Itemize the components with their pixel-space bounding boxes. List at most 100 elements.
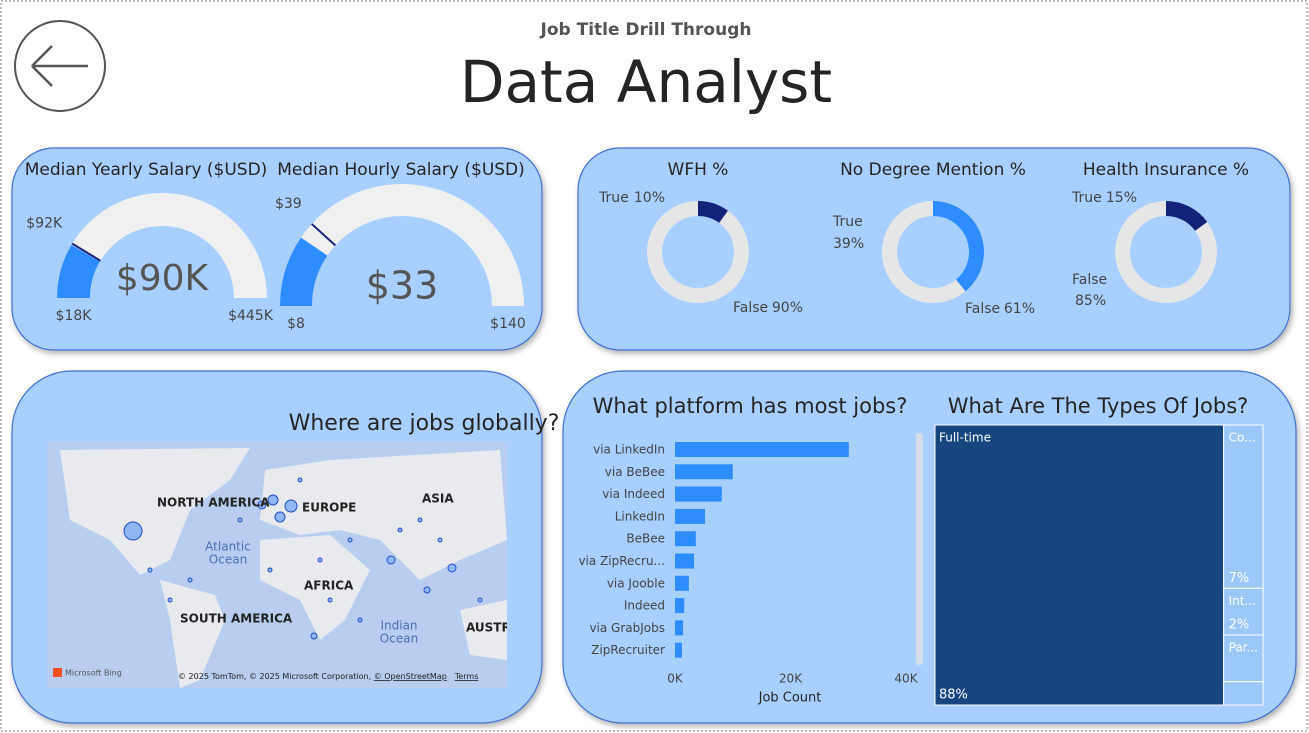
title: Data Analyst bbox=[460, 48, 832, 116]
donut-slice bbox=[882, 201, 966, 303]
donut-title: WFH % bbox=[668, 160, 729, 180]
map-bubble bbox=[310, 632, 318, 640]
donut-label: False bbox=[965, 301, 1000, 317]
donut-label: True bbox=[832, 214, 863, 230]
donut-label: 15% bbox=[1106, 190, 1137, 206]
treemap-label: Full-time bbox=[939, 431, 991, 445]
donut-label: False bbox=[733, 300, 768, 316]
subtitle: Job Title Drill Through bbox=[540, 20, 752, 40]
map-attribution: © 2025 TomTom, © 2025 Microsoft Corporat… bbox=[178, 672, 478, 681]
bar bbox=[675, 620, 684, 636]
map-logo: Microsoft Bing bbox=[65, 669, 122, 678]
x-axis-label: Job Count bbox=[758, 691, 822, 706]
back-button[interactable] bbox=[14, 20, 106, 112]
gauge-fill bbox=[280, 237, 328, 306]
map-label: SOUTH AMERICA bbox=[180, 612, 293, 626]
x-tick-label: 20K bbox=[779, 672, 803, 686]
donut-label: 39% bbox=[833, 236, 864, 252]
donut-slice bbox=[698, 201, 728, 223]
map-attribution-part[interactable]: Terms bbox=[454, 672, 479, 681]
donut-title: No Degree Mention % bbox=[840, 160, 1026, 180]
gauge-value: $33 bbox=[366, 264, 439, 308]
map-attribution-part[interactable]: © OpenStreetMap bbox=[374, 672, 447, 681]
map-bubble bbox=[317, 557, 323, 563]
treemap-label: Int... bbox=[1229, 594, 1256, 608]
donut-slice bbox=[933, 201, 985, 292]
gauge-min: $8 bbox=[287, 316, 305, 332]
bar-label: via Indeed bbox=[602, 487, 665, 501]
land bbox=[260, 535, 370, 640]
bar bbox=[675, 464, 733, 480]
map-bubble bbox=[274, 511, 286, 523]
map-attribution-part: © 2025 TomTom, © 2025 Microsoft Corporat… bbox=[178, 672, 374, 681]
bar-title: What platform has most jobs? bbox=[593, 394, 908, 418]
land bbox=[160, 580, 225, 688]
gauge-min: $18K bbox=[56, 308, 93, 324]
map-label: Ocean bbox=[380, 632, 418, 646]
treemap-cell bbox=[1223, 424, 1264, 589]
map-bubble bbox=[187, 577, 193, 583]
treemap-label: Co... bbox=[1229, 431, 1256, 445]
gauge-value: $90K bbox=[116, 258, 210, 299]
gauge-track bbox=[280, 184, 524, 306]
donut-label: True bbox=[1071, 190, 1102, 206]
x-tick-label: 0K bbox=[667, 672, 684, 686]
bar bbox=[675, 553, 695, 569]
map-bubble bbox=[267, 494, 279, 506]
map-bubble bbox=[347, 537, 353, 543]
map-bubble bbox=[423, 586, 431, 594]
donut-title: Health Insurance % bbox=[1083, 160, 1249, 180]
bar-label: ZipRecruiter bbox=[591, 643, 665, 657]
bar-label: Indeed bbox=[624, 599, 665, 613]
map-label: AFRICA bbox=[304, 579, 354, 593]
bar bbox=[675, 531, 696, 547]
treemap-cell bbox=[934, 424, 1225, 706]
gauge-target-label: $39 bbox=[275, 196, 302, 212]
donut-label: 61% bbox=[1004, 301, 1035, 317]
map-bubble bbox=[147, 567, 153, 573]
gauge-fill bbox=[57, 244, 100, 298]
map-label: NORTH AMERICA bbox=[157, 496, 270, 510]
bar-label: via ZipRecru... bbox=[578, 554, 665, 568]
map-title: Where are jobs globally? bbox=[289, 411, 560, 436]
donut-label: 90% bbox=[772, 300, 803, 316]
land bbox=[60, 448, 250, 575]
treemap-value: 7% bbox=[1229, 571, 1250, 586]
map-label: ASIA bbox=[422, 492, 454, 506]
bar-label: LinkedIn bbox=[615, 509, 665, 523]
bar bbox=[675, 508, 706, 524]
bar-label: BeBee bbox=[626, 532, 665, 546]
map-label: EUROPE bbox=[302, 501, 356, 515]
treemap-title: What Are The Types Of Jobs? bbox=[948, 394, 1249, 418]
donut-card bbox=[577, 147, 1291, 351]
treemap-value: 2% bbox=[1229, 618, 1250, 633]
map-bubble bbox=[123, 521, 143, 541]
map-bubble bbox=[257, 500, 267, 510]
map-bubble bbox=[417, 517, 423, 523]
bar bbox=[675, 598, 685, 614]
scrollbar[interactable] bbox=[916, 433, 923, 665]
treemap-value: 88% bbox=[939, 688, 968, 703]
bar-label: via GrabJobs bbox=[589, 621, 665, 635]
bar-label: via BeBee bbox=[605, 465, 665, 479]
donut-label: 85% bbox=[1075, 293, 1106, 309]
map-label: Ocean bbox=[209, 553, 247, 567]
back-arrow[interactable] bbox=[31, 45, 88, 87]
map-bubble bbox=[477, 597, 483, 603]
gauge-target bbox=[311, 223, 337, 247]
treemap-cell bbox=[1223, 681, 1264, 706]
gauge-max: $140 bbox=[490, 316, 526, 332]
map-bubble bbox=[437, 537, 443, 543]
gauge-max: $445K bbox=[228, 308, 274, 324]
gauge-title: Median Yearly Salary ($USD) bbox=[25, 160, 268, 180]
land bbox=[460, 600, 507, 660]
treemap-label: Par... bbox=[1229, 641, 1258, 655]
gauge-track bbox=[57, 193, 267, 298]
map-bubble bbox=[386, 555, 396, 565]
map-bubble bbox=[284, 499, 298, 513]
map-label: Atlantic bbox=[205, 540, 251, 554]
gauge-title: Median Hourly Salary ($USD) bbox=[277, 160, 525, 180]
